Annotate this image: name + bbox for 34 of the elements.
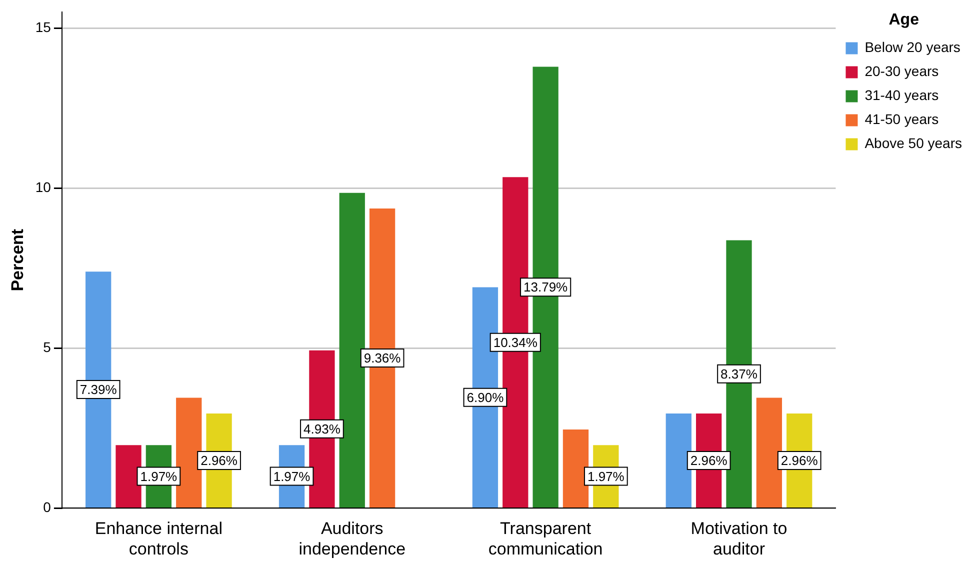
data-label: 2.96% bbox=[200, 453, 238, 468]
y-tick-label: 5 bbox=[43, 338, 52, 355]
y-tick-label: 15 bbox=[35, 18, 52, 35]
bar bbox=[339, 192, 365, 508]
bar bbox=[756, 398, 782, 508]
bar bbox=[666, 413, 692, 508]
data-label: 8.37% bbox=[720, 366, 758, 382]
data-label: 1.97% bbox=[587, 468, 625, 484]
legend-label: 31-40 years bbox=[864, 87, 939, 104]
bar bbox=[562, 429, 589, 508]
legend-label: Above 50 years bbox=[864, 135, 962, 152]
data-label: 13.79% bbox=[524, 280, 568, 295]
data-label: 1.97% bbox=[273, 468, 311, 484]
x-tick-label: Transparent communication bbox=[488, 519, 603, 558]
y-tick-label: 10 bbox=[35, 178, 52, 195]
x-tick-label: Enhance internal controls bbox=[94, 519, 222, 558]
data-label: 9.36% bbox=[364, 350, 402, 366]
bar bbox=[116, 445, 142, 508]
bar bbox=[176, 398, 202, 508]
data-label: 1.97% bbox=[140, 468, 178, 484]
legend-title: Age bbox=[888, 11, 920, 28]
x-tick-label: Auditors independence bbox=[298, 519, 406, 558]
data-label: 6.90% bbox=[466, 390, 504, 405]
legend-label: 41-50 years bbox=[864, 111, 939, 128]
data-label: 4.93% bbox=[304, 421, 341, 436]
data-label: 2.96% bbox=[690, 453, 728, 468]
y-axis-title: Percent bbox=[8, 228, 27, 292]
legend-label: Below 20 years bbox=[864, 39, 960, 56]
data-label: 2.96% bbox=[780, 453, 818, 468]
legend-label: 20-30 years bbox=[864, 63, 939, 80]
x-tick-label: Motivation to auditor bbox=[690, 519, 788, 558]
data-label: 10.34% bbox=[493, 334, 538, 350]
y-tick-label: 0 bbox=[43, 499, 52, 516]
data-label: 7.39% bbox=[80, 382, 118, 398]
